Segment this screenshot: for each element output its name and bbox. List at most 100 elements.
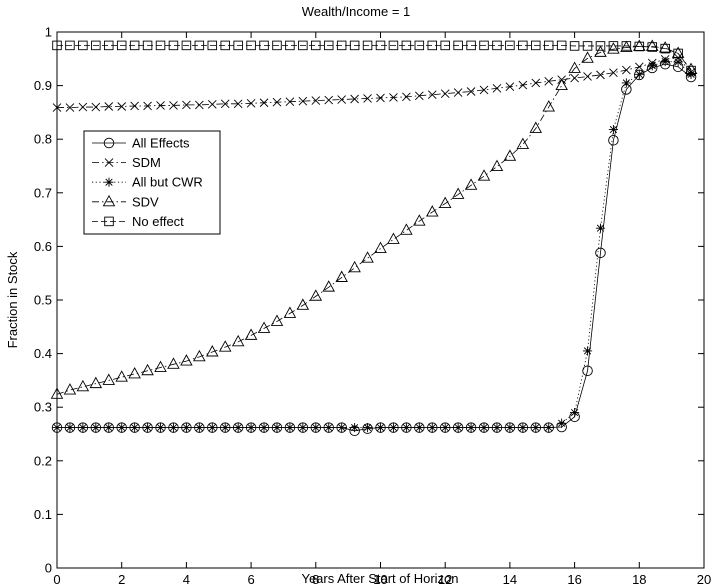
data-point-square xyxy=(233,40,243,51)
legend: All Effects SDM All but CWR SDV No effect xyxy=(83,130,221,235)
data-point-x xyxy=(337,95,346,104)
plot-frame xyxy=(56,31,705,569)
y-tick-label: 1 xyxy=(45,25,52,40)
data-point-x xyxy=(78,102,88,112)
data-point-asterisk xyxy=(220,422,230,433)
legend-item-sdv: SDV xyxy=(92,194,159,209)
data-point-square xyxy=(52,40,62,51)
data-point-asterisk xyxy=(414,422,424,433)
data-point-triangle xyxy=(658,41,672,53)
data-point-x xyxy=(466,87,476,96)
data-point-asterisk xyxy=(595,223,606,233)
x-tick-label: 0 xyxy=(53,572,60,587)
data-point-x xyxy=(156,101,165,110)
data-point-square xyxy=(388,40,399,51)
data-point-x xyxy=(143,101,152,111)
data-point-asterisk xyxy=(233,422,243,433)
data-point-square xyxy=(349,40,360,51)
data-point-square xyxy=(401,40,412,51)
data-point-square xyxy=(336,40,347,51)
data-point-x xyxy=(427,90,437,100)
series-line xyxy=(57,45,692,71)
data-point-triangle xyxy=(154,360,167,372)
data-point-asterisk xyxy=(130,422,140,433)
data-point-triangle xyxy=(270,314,284,326)
data-point-asterisk xyxy=(52,422,62,433)
data-point-x xyxy=(233,99,243,109)
data-point-asterisk xyxy=(298,422,308,433)
data-point-square xyxy=(362,40,373,51)
y-tick-label: 0.9 xyxy=(34,78,52,93)
data-point-circle xyxy=(608,135,619,146)
data-point-square xyxy=(621,41,632,51)
data-point-triangle xyxy=(529,121,543,133)
x-tick-label: 16 xyxy=(567,572,581,587)
data-point-x xyxy=(479,85,489,95)
data-point-square xyxy=(505,40,515,51)
data-point-triangle xyxy=(464,178,478,190)
data-point-circle xyxy=(582,365,593,377)
data-point-x xyxy=(182,100,191,110)
data-point-triangle xyxy=(115,370,128,382)
data-point-x xyxy=(272,97,282,107)
data-point-triangle xyxy=(128,367,141,379)
series-line xyxy=(57,57,692,108)
data-point-triangle xyxy=(76,379,90,392)
series-line xyxy=(57,61,692,428)
legend-item-no-effect: No effect xyxy=(92,214,184,229)
legend-item-sdm: SDM xyxy=(92,155,161,170)
legend-label: All but CWR xyxy=(132,175,203,190)
data-point-x xyxy=(596,70,605,80)
data-point-asterisk xyxy=(388,422,399,433)
data-point-x xyxy=(531,78,541,88)
series-layer xyxy=(50,39,698,437)
data-point-asterisk xyxy=(531,422,541,433)
data-point-asterisk xyxy=(375,422,386,433)
data-point-x xyxy=(259,98,269,108)
data-point-x xyxy=(311,96,321,105)
data-point-square xyxy=(414,40,425,51)
data-point-x xyxy=(324,95,334,105)
data-point-triangle xyxy=(374,241,387,253)
data-point-triangle xyxy=(361,251,374,263)
data-point-x xyxy=(505,82,515,91)
data-point-asterisk xyxy=(466,422,476,433)
data-point-square xyxy=(492,40,502,51)
legend-label: All Effects xyxy=(132,136,190,151)
data-point-triangle xyxy=(620,40,633,52)
data-point-square xyxy=(142,40,153,51)
data-point-x xyxy=(440,89,450,98)
data-point-square xyxy=(272,40,282,51)
data-point-triangle xyxy=(451,187,465,199)
data-point-x xyxy=(389,93,398,102)
data-point-asterisk xyxy=(168,422,179,433)
data-point-asterisk xyxy=(582,346,593,356)
data-point-triangle xyxy=(102,373,116,385)
data-point-x xyxy=(195,100,204,110)
data-point-x xyxy=(117,102,127,111)
data-point-square xyxy=(543,40,554,51)
y-tick-label: 0.8 xyxy=(34,132,52,147)
x-tick-label: 6 xyxy=(247,572,254,587)
data-point-square xyxy=(65,40,75,51)
data-point-x xyxy=(91,102,101,112)
data-point-square xyxy=(440,40,450,51)
data-point-asterisk xyxy=(337,422,347,433)
data-point-x xyxy=(169,101,178,110)
data-point-asterisk xyxy=(621,78,631,88)
series-all-but-cwr xyxy=(52,56,696,433)
series-all-effects xyxy=(51,58,697,437)
data-point-asterisk xyxy=(207,422,217,433)
data-point-x xyxy=(285,97,295,106)
x-tick-label: 8 xyxy=(312,572,319,587)
data-point-square xyxy=(556,40,567,51)
y-tick-label: 0.4 xyxy=(34,346,52,361)
x-tick-label: 2 xyxy=(118,572,125,587)
data-point-x xyxy=(104,158,114,167)
data-point-x xyxy=(415,91,424,101)
data-point-square xyxy=(466,40,476,51)
data-point-square xyxy=(194,40,205,51)
data-point-square xyxy=(660,43,670,54)
data-point-triangle xyxy=(607,42,620,54)
data-point-asterisk xyxy=(78,422,88,433)
